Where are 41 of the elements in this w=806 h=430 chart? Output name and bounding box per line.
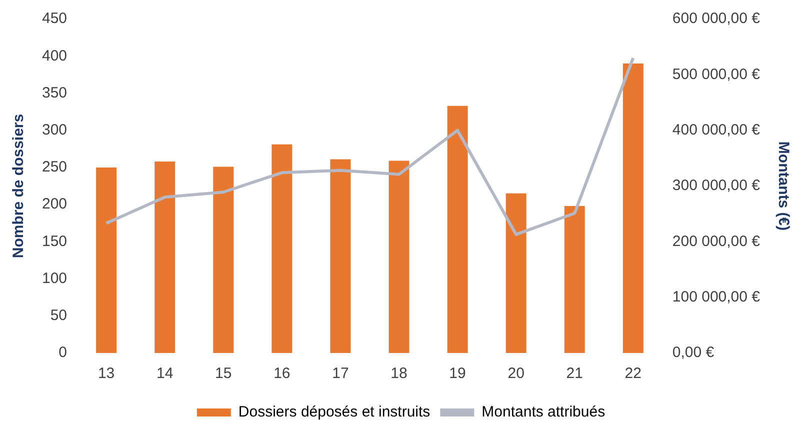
y-axis-title: Nombre de dossiers	[10, 114, 28, 258]
y-tick-label: 450	[42, 10, 68, 28]
y2-tick-label: 100 000,00 €	[672, 288, 761, 306]
x-tick-label: 21	[566, 365, 583, 382]
x-tick-label: 13	[98, 365, 115, 382]
bar	[213, 166, 234, 353]
bar	[388, 160, 410, 353]
x-tick-label: 15	[215, 365, 232, 382]
y-tick-label: 200	[42, 196, 68, 213]
x-tick-label: 22	[624, 365, 642, 382]
bar	[506, 193, 526, 353]
y-tick-label: 0	[58, 344, 68, 362]
y-tick-label: 250	[42, 158, 68, 176]
legend-label: Montants attribués	[482, 404, 606, 421]
y2-tick-label: 600 000,00 €	[672, 10, 761, 28]
bar	[330, 159, 351, 353]
x-tick-label: 14	[156, 365, 174, 382]
y-tick-label: 100	[42, 270, 68, 287]
bar	[96, 167, 117, 353]
legend-label: Dossiers déposés et instruits	[238, 404, 430, 421]
bar	[622, 64, 644, 353]
bar	[154, 162, 176, 353]
x-tick-label: 18	[390, 365, 408, 382]
bar	[447, 106, 468, 353]
y-tick-label: 150	[42, 232, 68, 250]
x-tick-label: 17	[332, 365, 349, 382]
y2-tick-label: 400 000,00 €	[672, 121, 761, 138]
x-tick-label: 16	[274, 365, 290, 382]
y-tick-label: 400	[42, 47, 68, 64]
x-tick-label: 20	[508, 365, 524, 382]
y2-tick-label: 300 000,00 €	[672, 177, 761, 194]
bar	[272, 144, 292, 353]
bar	[564, 206, 585, 353]
y-tick-label: 300	[42, 121, 68, 138]
y2-tick-label: 200 000,00 €	[672, 232, 761, 250]
y-tick-label: 350	[42, 84, 68, 102]
y2-tick-label: 0,00 €	[672, 344, 715, 362]
x-tick-label: 19	[449, 365, 466, 382]
y2-axis-title: Montants (€)	[774, 141, 792, 231]
y-tick-label: 50	[50, 307, 68, 324]
y2-tick-label: 500 000,00 €	[672, 66, 761, 83]
